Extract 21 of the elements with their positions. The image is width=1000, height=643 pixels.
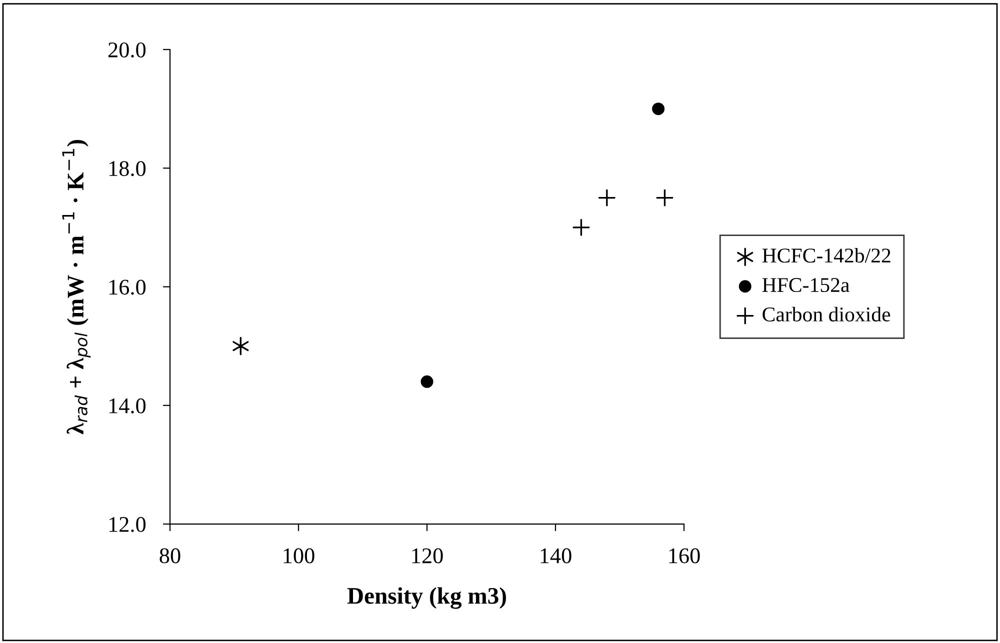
point (656, 188, 674, 207)
x-tick-label: 140 (540, 548, 572, 564)
legend-label: HCFC-142b/22 (762, 248, 890, 263)
point (232, 336, 249, 356)
legend-label: HFC-152a (762, 278, 850, 292)
y-tick-label: 14.0 (109, 398, 146, 414)
legend-label: Carbon dioxide (762, 306, 890, 322)
point (652, 102, 665, 116)
x-tick-label: 160 (669, 548, 700, 564)
y-tick-label: 18.0 (109, 161, 146, 176)
x-axis-title: Density (kg m3) (347, 587, 506, 609)
point (598, 188, 616, 207)
text: λ$_{rad}$ + λ$_{pol}$ (mW · m$^{−1}$ · K$^{−1}$) (62, 140, 91, 434)
point (572, 218, 590, 237)
x-tick-label: 80 (160, 548, 180, 564)
y-tick-label: 16.0 (109, 280, 146, 295)
x-tick-label: 100 (284, 548, 314, 564)
x-tick-label: 120 (412, 548, 443, 564)
y-tick-label: 12.0 (109, 516, 146, 532)
point (420, 375, 434, 388)
y-tick-label: 20.0 (108, 42, 146, 58)
